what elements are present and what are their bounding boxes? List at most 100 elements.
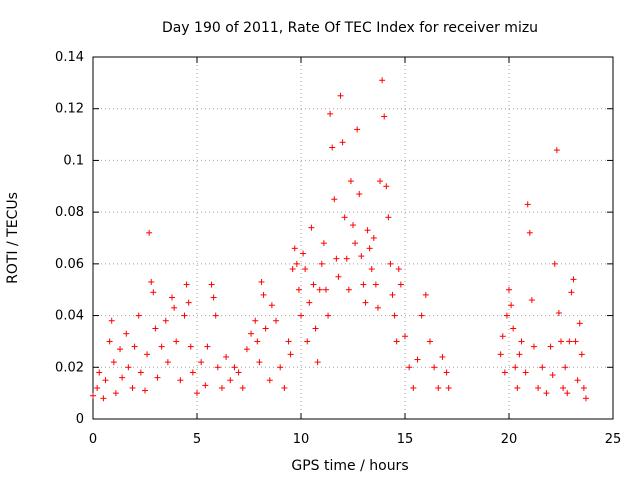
data-point bbox=[254, 338, 261, 345]
data-point bbox=[198, 359, 205, 366]
data-point bbox=[372, 281, 379, 288]
data-point bbox=[202, 382, 209, 389]
data-point bbox=[445, 384, 452, 391]
data-point bbox=[406, 364, 413, 371]
data-point bbox=[347, 178, 354, 185]
data-point bbox=[300, 250, 307, 257]
data-point bbox=[273, 317, 280, 324]
data-point bbox=[410, 384, 417, 391]
data-point bbox=[306, 299, 313, 306]
data-point bbox=[129, 384, 136, 391]
data-point bbox=[262, 325, 269, 332]
data-point bbox=[135, 312, 142, 319]
y-tick-label: 0 bbox=[76, 412, 84, 427]
data-point bbox=[574, 377, 581, 384]
data-point bbox=[580, 384, 587, 391]
data-point bbox=[518, 338, 525, 345]
data-point bbox=[96, 369, 103, 376]
y-axis-title: ROTI / TECUs bbox=[5, 192, 21, 284]
data-point bbox=[148, 278, 155, 285]
data-point bbox=[302, 266, 309, 273]
y-tick-label: 0.06 bbox=[55, 257, 84, 272]
data-point bbox=[331, 196, 338, 203]
data-point bbox=[177, 377, 184, 384]
data-point bbox=[125, 364, 132, 371]
data-point bbox=[389, 291, 396, 298]
data-point bbox=[212, 312, 219, 319]
data-point bbox=[123, 330, 130, 337]
data-point bbox=[131, 343, 138, 350]
data-point bbox=[566, 338, 573, 345]
chart-title: Day 190 of 2011, Rate Of TEC Index for r… bbox=[162, 20, 538, 36]
data-point bbox=[210, 294, 217, 301]
data-point bbox=[341, 214, 348, 221]
data-point bbox=[443, 369, 450, 376]
data-point bbox=[497, 351, 504, 358]
x-tick-label: 20 bbox=[501, 432, 518, 447]
data-point bbox=[169, 294, 176, 301]
data-point bbox=[435, 384, 442, 391]
data-point bbox=[402, 333, 408, 340]
data-point bbox=[362, 299, 369, 306]
data-point bbox=[562, 364, 569, 371]
data-point bbox=[422, 291, 429, 298]
x-tick-label: 5 bbox=[193, 432, 201, 447]
data-point bbox=[119, 374, 126, 381]
data-point bbox=[418, 312, 425, 319]
data-point bbox=[235, 369, 242, 376]
data-point bbox=[150, 289, 157, 296]
data-point bbox=[397, 281, 404, 288]
data-point bbox=[339, 139, 346, 146]
data-point bbox=[343, 255, 350, 262]
data-point bbox=[553, 147, 560, 154]
data-point bbox=[289, 266, 296, 273]
y-tick-label: 0.14 bbox=[55, 50, 84, 65]
data-point bbox=[277, 364, 284, 371]
data-point bbox=[368, 266, 375, 273]
data-point bbox=[530, 343, 537, 350]
data-point bbox=[383, 183, 390, 190]
data-point bbox=[560, 384, 567, 391]
data-point bbox=[345, 286, 352, 293]
data-point bbox=[298, 312, 304, 319]
data-point bbox=[106, 338, 113, 345]
data-point bbox=[293, 260, 300, 267]
data-point bbox=[535, 384, 542, 391]
data-point bbox=[414, 356, 421, 363]
data-point bbox=[314, 359, 321, 366]
data-point bbox=[164, 359, 171, 366]
data-point bbox=[117, 346, 124, 353]
data-point bbox=[377, 178, 384, 185]
grid bbox=[93, 57, 613, 419]
data-point bbox=[578, 351, 585, 358]
data-point bbox=[499, 333, 506, 340]
data-point bbox=[231, 364, 238, 371]
data-point bbox=[162, 317, 169, 324]
data-point bbox=[318, 260, 325, 267]
data-point bbox=[327, 110, 334, 117]
axis-ticks: 0 5 10 15 20 25 0 0.02 0.04 0.06 0.08 0.1 0.12 0.14 bbox=[55, 50, 621, 447]
y-tick-label: 0.1 bbox=[63, 153, 84, 168]
data-point bbox=[316, 286, 323, 293]
data-point bbox=[524, 201, 531, 208]
data-point bbox=[358, 253, 365, 260]
data-point bbox=[555, 309, 562, 316]
data-point bbox=[243, 346, 250, 353]
data-point bbox=[144, 351, 151, 358]
data-point bbox=[510, 325, 517, 332]
data-point bbox=[187, 343, 194, 350]
data-point bbox=[333, 255, 340, 262]
data-point bbox=[539, 364, 546, 371]
data-point bbox=[439, 353, 446, 360]
data-point bbox=[501, 369, 508, 376]
data-point bbox=[543, 390, 550, 397]
data-point bbox=[281, 384, 288, 391]
data-point bbox=[570, 276, 577, 283]
data-point bbox=[558, 338, 564, 345]
data-point bbox=[356, 191, 363, 198]
data-point bbox=[582, 395, 589, 402]
data-point bbox=[335, 273, 342, 280]
data-point bbox=[204, 343, 211, 350]
x-tick-label: 0 bbox=[89, 432, 97, 447]
data-point bbox=[110, 359, 117, 366]
